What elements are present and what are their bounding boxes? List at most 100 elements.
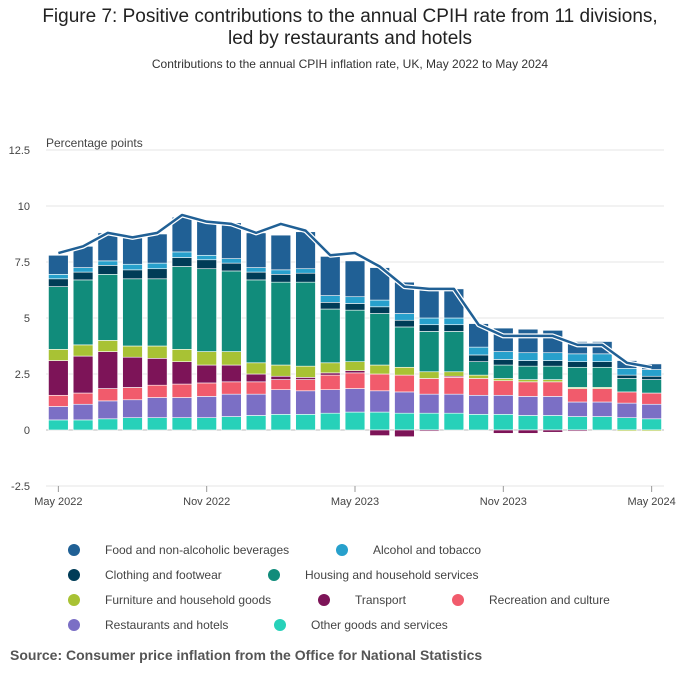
bar-segment — [517, 396, 539, 416]
bar-segment — [344, 361, 366, 371]
bar-segment — [641, 418, 662, 431]
x-tick-label: May 2024 — [627, 496, 675, 508]
bar-segment — [97, 265, 118, 275]
bar-segment — [295, 390, 316, 415]
legend-label: Restaurants and hotels — [105, 618, 229, 632]
bar-segment — [122, 345, 143, 358]
legend-label: Furniture and household goods — [105, 593, 272, 607]
bar-segment — [493, 380, 514, 396]
x-tick-label: May 2023 — [331, 496, 379, 508]
bar-segment — [196, 351, 217, 366]
bar-segment — [122, 417, 143, 431]
bar-segment — [196, 259, 217, 270]
stacked-bar-chart: -2.5 0 2.5 5 7.5 10 12.5 May 2022 Nov 2022 May 20… — [9, 145, 676, 508]
bar-segment — [468, 394, 489, 415]
bar-segment — [171, 361, 193, 385]
bar-segment — [122, 269, 143, 280]
bar-segment — [542, 379, 563, 383]
y-tick-label: 12.5 — [9, 145, 30, 157]
bar-segment — [196, 396, 217, 418]
bar-segment — [493, 429, 514, 434]
bar-segment — [517, 379, 539, 383]
bar-segment — [245, 279, 267, 364]
bar-segment — [320, 256, 341, 296]
bar-segment — [542, 360, 563, 367]
y-tick-label: 7.5 — [15, 257, 30, 269]
bar-segment — [147, 417, 168, 431]
legend-label: Other goods and services — [311, 618, 448, 632]
bar-segment — [641, 379, 662, 394]
legend-item: Transport — [318, 593, 406, 607]
bar-segment — [616, 391, 638, 404]
bar-segment — [567, 366, 588, 388]
legend-item: Restaurants and hotels — [68, 618, 228, 632]
bar-segment — [344, 260, 366, 298]
bar-segment — [72, 267, 94, 273]
y-axis-label: Percentage points — [46, 136, 143, 150]
bar-segment — [270, 389, 292, 415]
bar-segment — [517, 328, 539, 354]
x-tick-label: May 2022 — [34, 496, 82, 508]
bar-segment — [641, 392, 662, 405]
bar-segment — [196, 254, 217, 261]
y-tick-label: 0 — [24, 425, 30, 437]
legend-item: Other goods and services — [274, 618, 448, 632]
bar-segment — [468, 361, 489, 376]
bar-segment — [72, 279, 94, 346]
bar-segment — [641, 429, 662, 432]
bar-segment — [567, 361, 588, 368]
bar-segment — [344, 388, 366, 413]
bar-segment — [394, 366, 415, 376]
bar-segment — [48, 394, 69, 407]
bar-segment — [171, 251, 193, 258]
bar-segment — [517, 429, 539, 434]
bar-segment — [542, 352, 563, 361]
bar-segment — [48, 274, 69, 280]
bar-segment — [616, 429, 638, 432]
chart-title: Figure 7: Positive contributions to the … — [0, 6, 700, 50]
bar-segment — [517, 360, 539, 367]
bar-segment — [245, 381, 267, 395]
bar-segment — [97, 260, 118, 266]
bar-segment — [443, 371, 465, 377]
legend-item: Housing and household services — [268, 568, 478, 582]
bar-segment — [245, 232, 267, 268]
bar-segment — [97, 388, 118, 402]
bar-segment — [468, 414, 489, 431]
bar-segment — [542, 429, 563, 433]
bar-segment — [394, 319, 415, 328]
bar-segment — [97, 400, 118, 420]
legend-swatch — [268, 569, 280, 581]
bar-segment — [48, 254, 69, 275]
bar-segment — [567, 353, 588, 362]
bar-segment — [418, 378, 440, 395]
bar-segment — [147, 358, 168, 386]
bar-segment — [418, 324, 440, 332]
bar-segment — [616, 378, 638, 393]
bar-segment — [295, 272, 316, 283]
bar-segment — [369, 313, 390, 366]
bar-segment — [196, 364, 217, 384]
bar-segment — [147, 397, 168, 418]
bar-segment — [245, 373, 267, 383]
bar-segment — [616, 374, 638, 379]
bar-segment — [443, 412, 465, 431]
bar-segment — [48, 286, 69, 350]
bar-segment — [97, 418, 118, 431]
bar-segment — [542, 381, 563, 397]
bar-segment — [295, 281, 316, 367]
bar-segment — [320, 372, 341, 376]
bar-segment — [72, 355, 94, 394]
bar-segment — [171, 417, 193, 431]
bar-segment — [542, 415, 563, 431]
bar-segment — [344, 303, 366, 311]
bar-segment — [72, 271, 94, 281]
bar-segment — [592, 388, 613, 403]
bar-segment — [270, 234, 292, 271]
bar-segment — [72, 403, 94, 421]
bar-segment — [641, 375, 662, 380]
bar-segment — [295, 365, 316, 378]
bar-segment — [344, 372, 366, 389]
bar-segment — [171, 266, 193, 350]
bar-segment — [369, 373, 390, 392]
